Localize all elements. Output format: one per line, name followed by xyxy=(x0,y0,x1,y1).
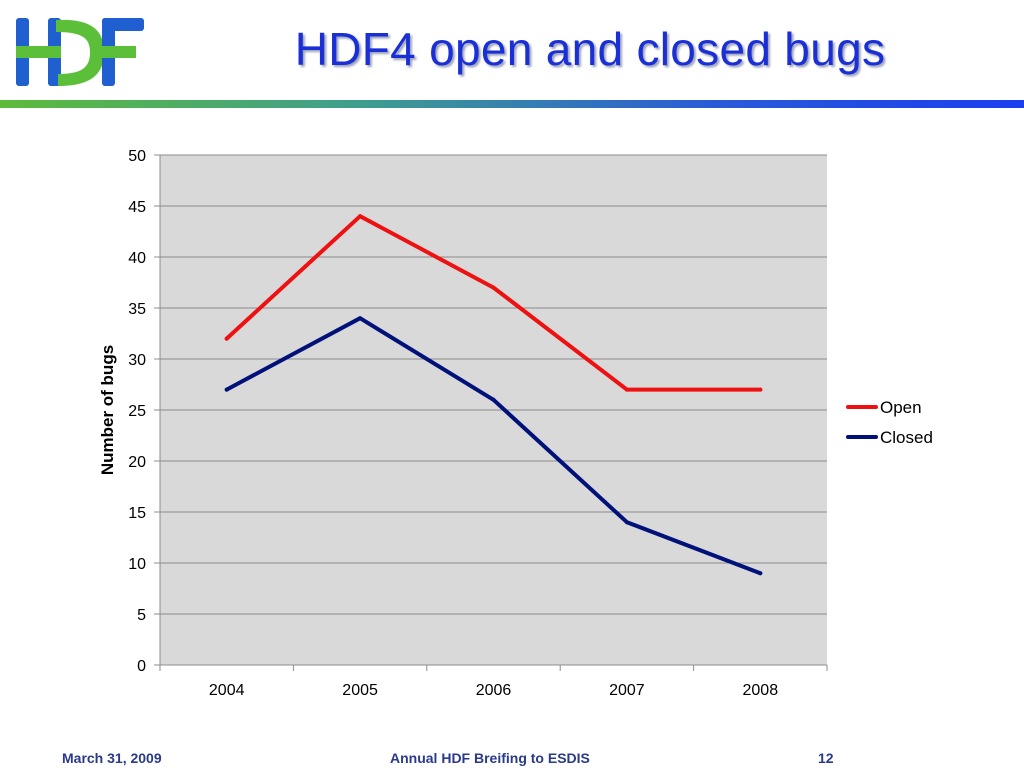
y-tick-label: 40 xyxy=(128,250,146,267)
x-tick-label: 2006 xyxy=(476,682,512,699)
y-tick-label: 10 xyxy=(128,556,146,573)
y-tick-label: 0 xyxy=(137,658,146,675)
x-tick-label: 2005 xyxy=(342,682,378,699)
hdf-logo xyxy=(16,18,144,86)
x-tick-label: 2004 xyxy=(209,682,245,699)
legend-label-open: Open xyxy=(880,398,922,417)
y-axis-ticks: 0 5 10 15 20 25 30 35 40 45 50 xyxy=(128,148,160,675)
data-point-closed xyxy=(624,520,629,525)
data-point-closed xyxy=(224,387,229,392)
data-point-closed xyxy=(491,397,496,402)
x-axis-ticks: 2004 2005 2006 2007 2008 xyxy=(159,665,828,699)
data-point-closed xyxy=(758,571,763,576)
logo-d-letter xyxy=(56,19,104,86)
logo-h-letter xyxy=(16,18,61,86)
y-tick-label: 30 xyxy=(128,352,146,369)
legend: Open Closed xyxy=(846,398,933,447)
x-tick-label: 2008 xyxy=(743,682,779,699)
data-point-closed xyxy=(358,316,363,321)
y-tick-label: 25 xyxy=(128,403,146,420)
x-tick-label: 2007 xyxy=(609,682,645,699)
series-lines xyxy=(224,214,763,576)
legend-label-closed: Closed xyxy=(880,428,933,447)
y-tick-label: 50 xyxy=(128,148,146,165)
data-point-open xyxy=(358,214,363,219)
data-point-open xyxy=(224,336,229,341)
gridlines xyxy=(160,154,827,615)
footer-page-number: 12 xyxy=(818,750,834,766)
footer-presentation-title: Annual HDF Breifing to ESDIS xyxy=(390,750,590,766)
logo-f-letter xyxy=(102,18,144,86)
footer-date: March 31, 2009 xyxy=(62,750,162,766)
title-divider xyxy=(0,100,1024,108)
y-tick-label: 45 xyxy=(128,199,146,216)
y-axis-label: Number of bugs xyxy=(98,345,117,475)
y-tick-label: 20 xyxy=(128,454,146,471)
data-point-open xyxy=(624,387,629,392)
data-point-open xyxy=(758,387,763,392)
y-tick-label: 5 xyxy=(137,607,146,624)
y-tick-label: 35 xyxy=(128,301,146,318)
data-point-open xyxy=(491,285,496,290)
slide-title: HDF4 open and closed bugs xyxy=(294,23,886,75)
y-tick-label: 15 xyxy=(128,505,146,522)
